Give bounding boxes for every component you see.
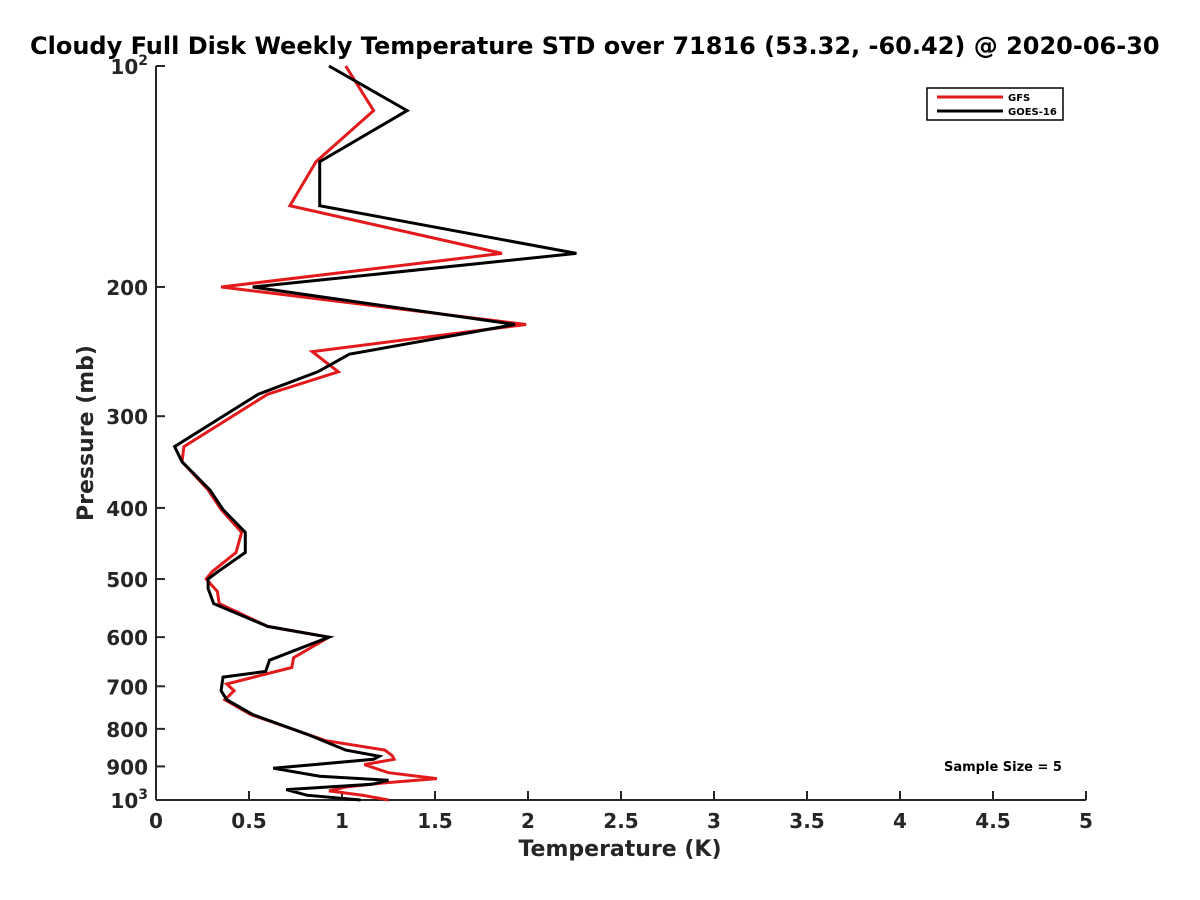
legend-box <box>926 87 1064 121</box>
x-tick-label: 4.5 <box>975 809 1010 833</box>
series-line-gfs <box>180 65 527 802</box>
y-tick-label: 700 <box>106 675 148 699</box>
legend-label: GFS <box>1008 93 1030 104</box>
x-axis-label: Temperature (K) <box>518 837 721 862</box>
y-tick-label: 102 <box>110 53 148 79</box>
x-tick-label: 3.5 <box>789 809 824 833</box>
y-tick-label: 300 <box>106 405 148 429</box>
y-tick-label: 600 <box>106 626 148 650</box>
sample-size-annotation: Sample Size = 5 <box>944 760 1062 775</box>
plot-area: 0 0.5 1 1.5 2 2.5 3 3.5 4 4.5 5 102 200 300 400 500 600 7… <box>106 53 1093 833</box>
y-tick-label: 103 <box>110 787 148 813</box>
y-tick-label: 900 <box>106 755 148 779</box>
series-line-goes-16 <box>172 64 577 802</box>
chart-title: Cloudy Full Disk Weekly Temperature STD … <box>30 32 1160 60</box>
legend-label: GOES-16 <box>1008 107 1057 118</box>
y-axis-label: Pressure (mb) <box>74 345 99 521</box>
legend: GFS GOES-16 <box>926 87 1064 121</box>
x-tick-label: 5 <box>1079 809 1093 833</box>
x-tick-label: 2.5 <box>603 809 638 833</box>
x-tick-label: 0 <box>149 809 163 833</box>
x-tick-label: 0.5 <box>231 809 266 833</box>
y-tick-label: 400 <box>106 497 148 521</box>
y-tick-label: 800 <box>106 718 148 742</box>
x-tick-label: 4 <box>893 809 907 833</box>
x-tick-label: 1.5 <box>417 809 452 833</box>
x-tick-label: 2 <box>521 809 535 833</box>
y-tick-label: 200 <box>106 276 148 300</box>
y-tick-label: 500 <box>106 568 148 592</box>
x-tick-label: 1 <box>335 809 349 833</box>
x-tick-label: 3 <box>707 809 721 833</box>
